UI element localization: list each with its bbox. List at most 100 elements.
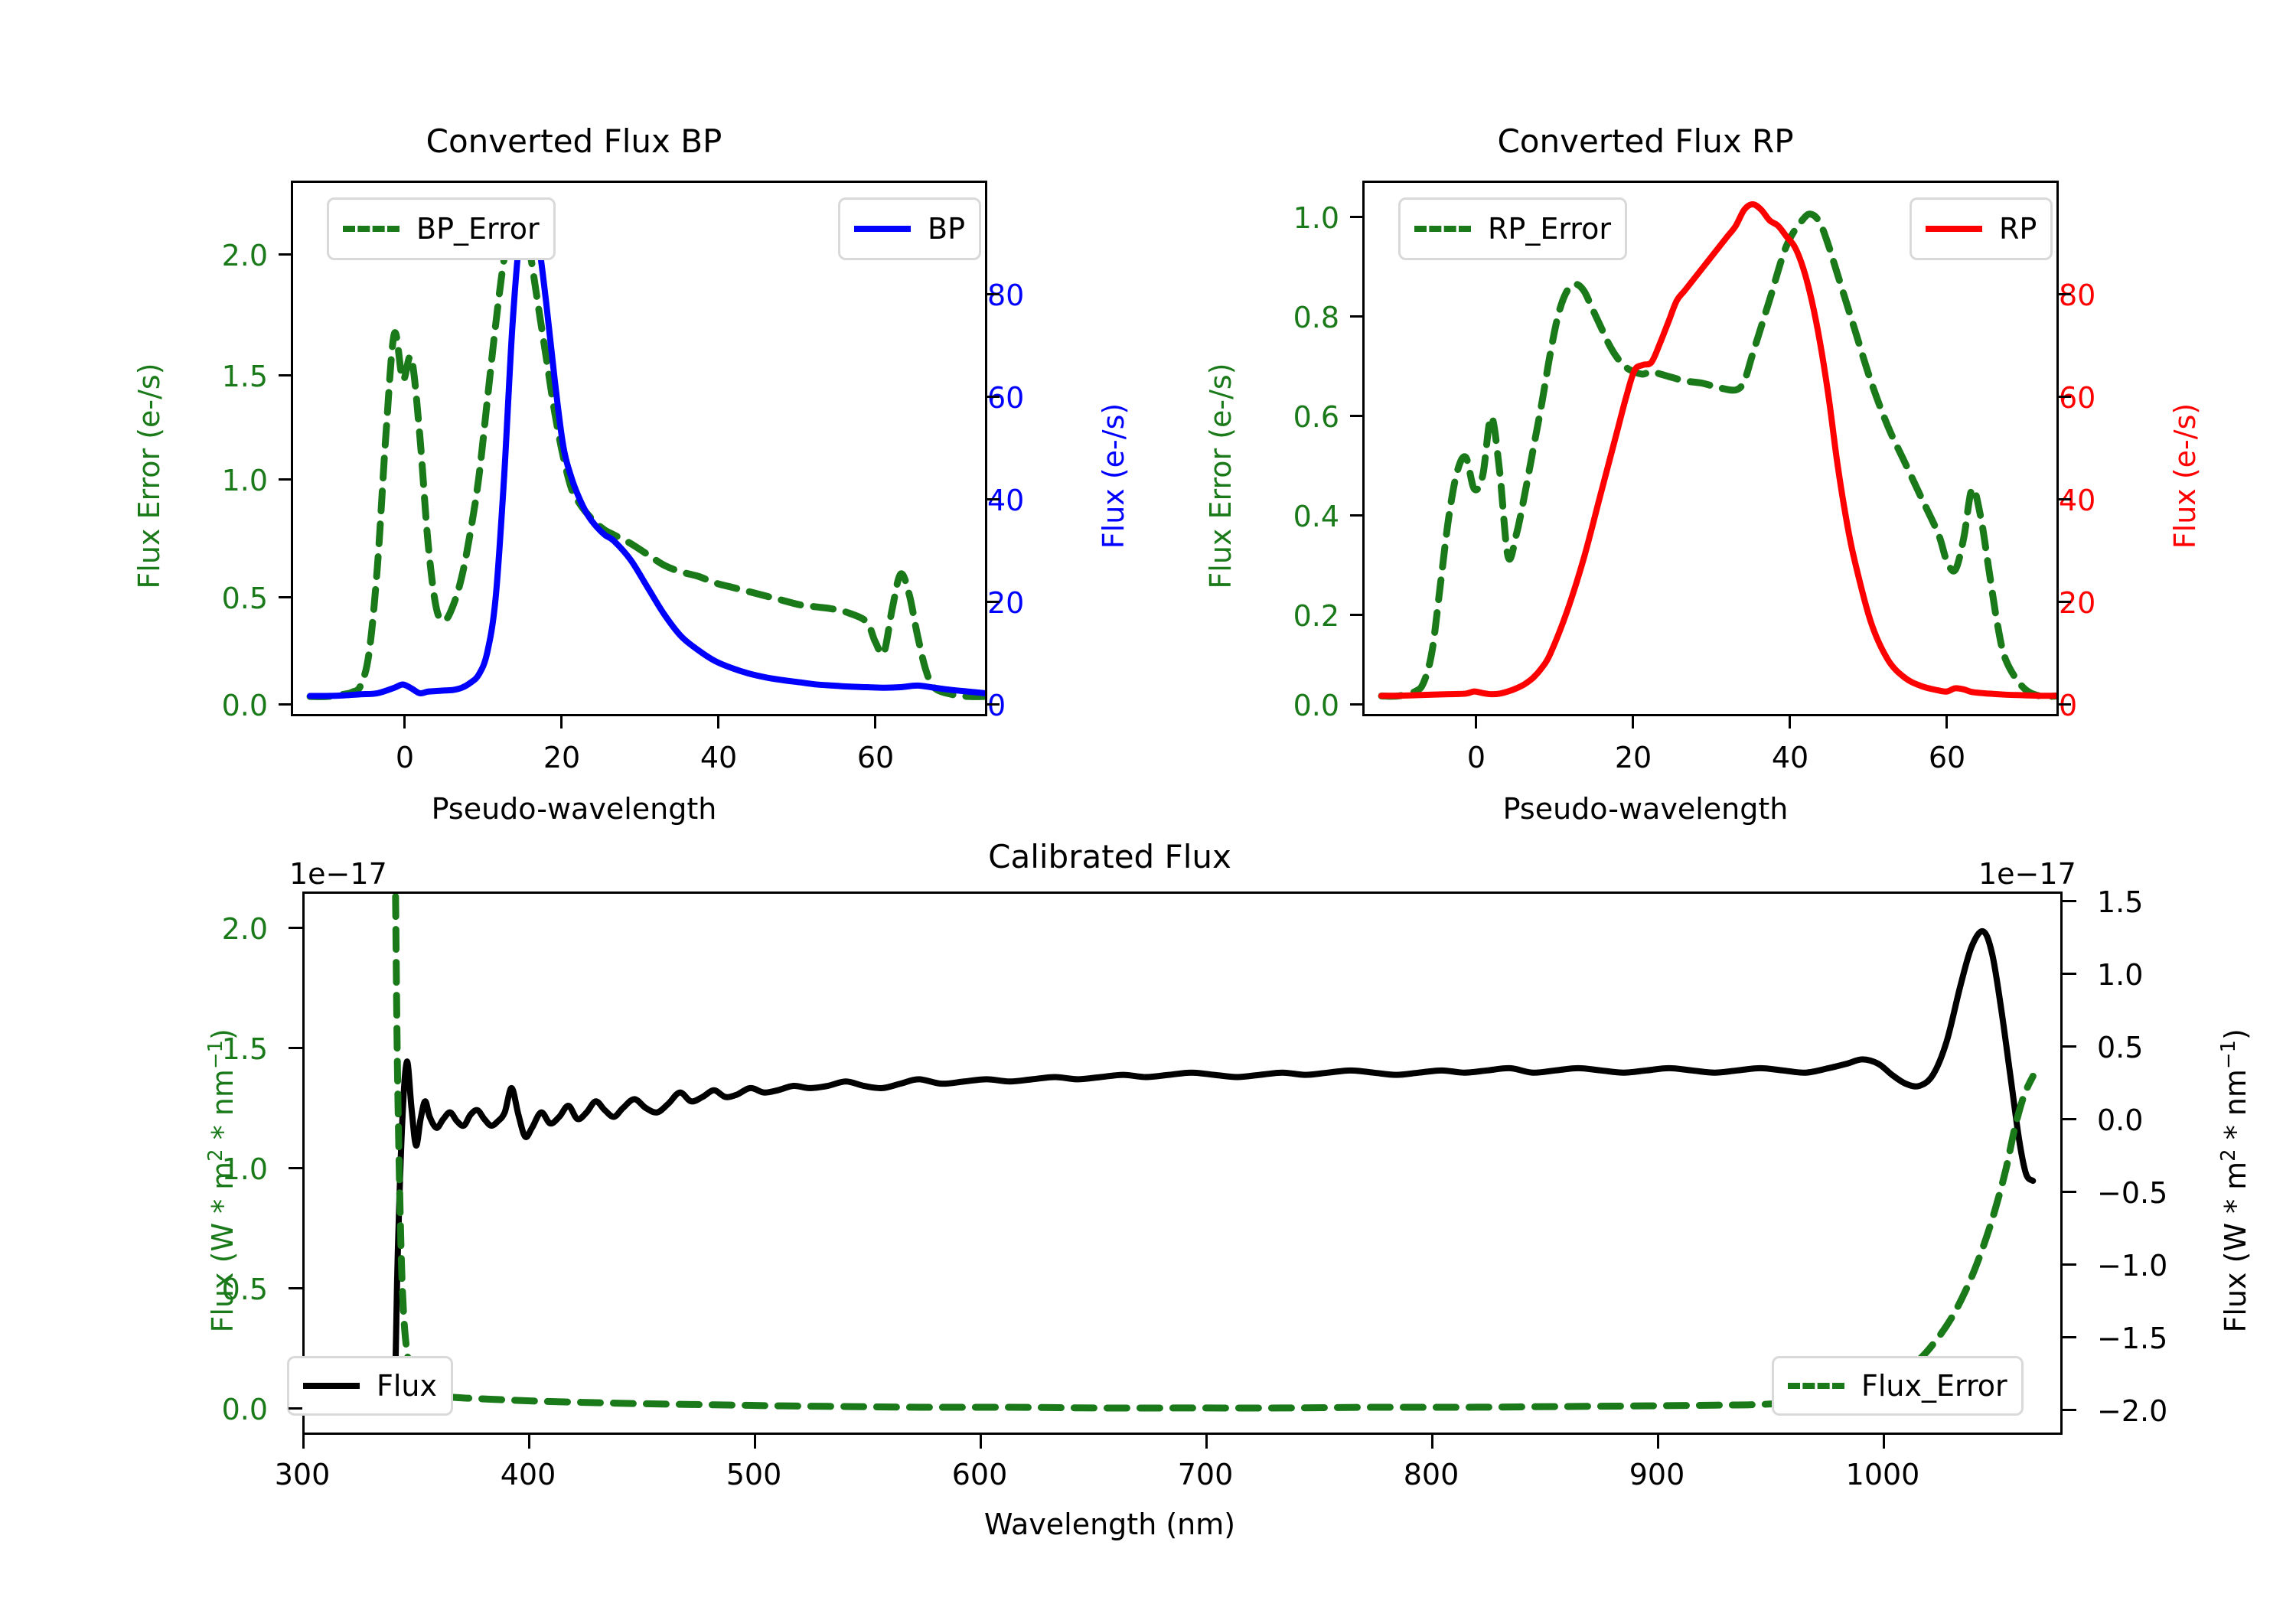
bp-tick-yl-2 <box>279 478 291 481</box>
bp-ytick-left-2: 1.0 <box>221 464 268 497</box>
bp-legend-label: BP <box>928 212 965 246</box>
rp-ytick-left-3: 0.6 <box>1293 400 1339 434</box>
cal-tick-yr-7 <box>2063 900 2076 902</box>
bp-ytick-left-4: 2.0 <box>221 239 268 272</box>
cal-yaxis-left-sup-1: 2 <box>204 1149 228 1162</box>
bp-curves <box>306 201 985 700</box>
cal-xtick-1: 400 <box>500 1458 556 1491</box>
cal-curves <box>392 894 2037 1412</box>
rp-legend-label: RP <box>1999 212 2037 246</box>
bp-ytick-right-4: 80 <box>987 279 1025 312</box>
bp-tick-yl-1 <box>279 596 291 598</box>
rp-tick-x-0 <box>1475 716 1477 729</box>
curve-rp-error <box>1378 210 2056 700</box>
cal-xtick-3: 600 <box>951 1458 1008 1491</box>
cal-ytick-right-1: −1.5 <box>2097 1322 2168 1355</box>
curve-flux <box>392 928 2037 1365</box>
rp-ytick-right-2: 40 <box>2059 484 2096 517</box>
rp-tick-yl-0 <box>1350 703 1362 706</box>
cal-tick-x-1 <box>528 1435 530 1449</box>
cal-ytick-left-3: 1.5 <box>221 1032 268 1066</box>
rp-tick-yr-1 <box>2059 601 2071 603</box>
cal-tick-yr-0 <box>2063 1409 2076 1411</box>
rp-tick-yl-2 <box>1350 514 1362 517</box>
cal-legend-flux[interactable]: Flux <box>287 1356 453 1416</box>
bp-yaxis-left-label: Flux Error (e-/s) <box>132 363 166 589</box>
bp-ytick-left-3: 1.5 <box>221 360 268 393</box>
cal-tick-x-4 <box>1205 1435 1208 1449</box>
cal-tick-x-5 <box>1431 1435 1433 1449</box>
rp-tick-x-2 <box>1789 716 1791 729</box>
bp-xtick-0: 0 <box>395 741 415 774</box>
rp-curves <box>1378 200 2056 700</box>
rp-ytick-left-1: 0.2 <box>1293 599 1339 633</box>
cal-xtick-6: 900 <box>1629 1458 1685 1491</box>
curve-rp <box>1378 200 2056 699</box>
bp-ytick-right-0: 0 <box>987 689 1006 722</box>
rp-error-legend-label: RP_Error <box>1488 212 1611 246</box>
cal-yaxis-left-label-post: ) <box>205 1028 240 1041</box>
cal-tick-yl-2 <box>289 1167 302 1169</box>
rp-ytick-left-5: 1.0 <box>1293 201 1339 235</box>
rp-ytick-right-1: 20 <box>2059 586 2096 620</box>
rp-plot-area <box>1362 181 2059 716</box>
curve-flux-error <box>392 894 2037 1412</box>
bp-tick-yr-2 <box>987 498 1000 500</box>
bp-legend-swatch <box>854 226 911 232</box>
cal-legend-flux-error[interactable]: Flux_Error <box>1772 1356 2024 1416</box>
bp-plot-area <box>291 181 987 716</box>
bp-yaxis-right-label: Flux (e-/s) <box>1097 403 1130 549</box>
bp-legend-flux[interactable]: BP <box>838 197 981 260</box>
cal-ytick-right-3: −0.5 <box>2097 1176 2168 1210</box>
bp-tick-yr-3 <box>987 396 1000 398</box>
bp-ytick-left-0: 0.0 <box>221 689 268 722</box>
cal-ytick-left-2: 1.0 <box>221 1152 268 1186</box>
cal-tick-x-2 <box>754 1435 756 1449</box>
cal-tick-x-0 <box>302 1435 305 1449</box>
cal-ytick-right-0: −2.0 <box>2097 1394 2168 1428</box>
bp-xtick-2: 40 <box>700 741 738 774</box>
rp-xtick-3: 60 <box>1928 741 1966 774</box>
bp-legend-error[interactable]: BP_Error <box>327 197 556 260</box>
rp-panel-title: Converted Flux RP <box>1497 122 1794 160</box>
bp-xtick-1: 20 <box>543 741 581 774</box>
cal-tick-yr-4 <box>2063 1118 2076 1120</box>
cal-tick-yl-3 <box>289 1047 302 1049</box>
cal-ytick-right-6: 1.0 <box>2097 958 2144 992</box>
cal-yaxis-right-sup-2: −1 <box>2217 1040 2241 1070</box>
bp-tick-x-1 <box>560 716 563 729</box>
bp-ytick-right-2: 40 <box>987 484 1025 517</box>
rp-legend-flux[interactable]: RP <box>1910 197 2053 260</box>
rp-tick-yr-3 <box>2059 396 2071 398</box>
rp-ytick-right-4: 80 <box>2059 279 2096 312</box>
rp-xtick-1: 20 <box>1614 741 1652 774</box>
cal-xtick-2: 500 <box>726 1458 782 1491</box>
cal-tick-x-6 <box>1657 1435 1659 1449</box>
cal-ytick-right-7: 1.5 <box>2097 885 2144 919</box>
rp-ytick-right-3: 60 <box>2059 381 2096 415</box>
cal-yaxis-left-label-pre: Flux (W * m <box>205 1161 240 1333</box>
cal-xaxis-label: Wavelength (nm) <box>983 1508 1236 1541</box>
rp-legend-error[interactable]: RP_Error <box>1398 197 1627 260</box>
cal-flux-legend-swatch <box>303 1383 360 1389</box>
bp-ytick-right-3: 60 <box>987 381 1025 415</box>
bp-tick-yl-4 <box>279 253 291 256</box>
rp-yaxis-left-label: Flux Error (e-/s) <box>1204 363 1238 589</box>
bp-tick-yr-0 <box>987 703 1000 706</box>
bp-tick-x-0 <box>403 716 406 729</box>
cal-xtick-7: 1000 <box>1845 1458 1920 1491</box>
rp-tick-yr-2 <box>2059 498 2071 500</box>
cal-flux-error-legend-swatch <box>1788 1383 1844 1389</box>
cal-yaxis-left-label: Flux (W * m2 * nm−1) <box>204 936 240 1426</box>
bp-tick-yl-3 <box>279 374 291 376</box>
rp-error-legend-swatch <box>1414 226 1471 232</box>
rp-tick-x-3 <box>1945 716 1948 729</box>
cal-ytick-left-0: 0.0 <box>221 1393 268 1426</box>
cal-plot-area <box>302 892 2063 1435</box>
cal-right-offset-text: 1e−17 <box>1978 857 2076 891</box>
rp-xaxis-label: Pseudo-wavelength <box>1502 792 1789 826</box>
bp-tick-x-3 <box>874 716 876 729</box>
cal-flux-error-legend-label: Flux_Error <box>1861 1369 2007 1403</box>
cal-ytick-left-1: 0.5 <box>221 1273 268 1306</box>
